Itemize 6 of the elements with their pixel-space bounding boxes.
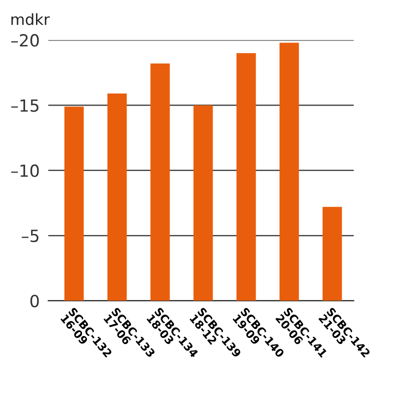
y-tick-label: –15 bbox=[11, 99, 38, 112]
y-tick-label: –5 bbox=[22, 230, 38, 242]
y-axis-title: mdkr bbox=[11, 13, 50, 26]
y-tick-label: –20 bbox=[11, 34, 39, 47]
y-tick-label: –10 bbox=[11, 164, 39, 177]
y-tick-label: 0 bbox=[30, 294, 39, 308]
